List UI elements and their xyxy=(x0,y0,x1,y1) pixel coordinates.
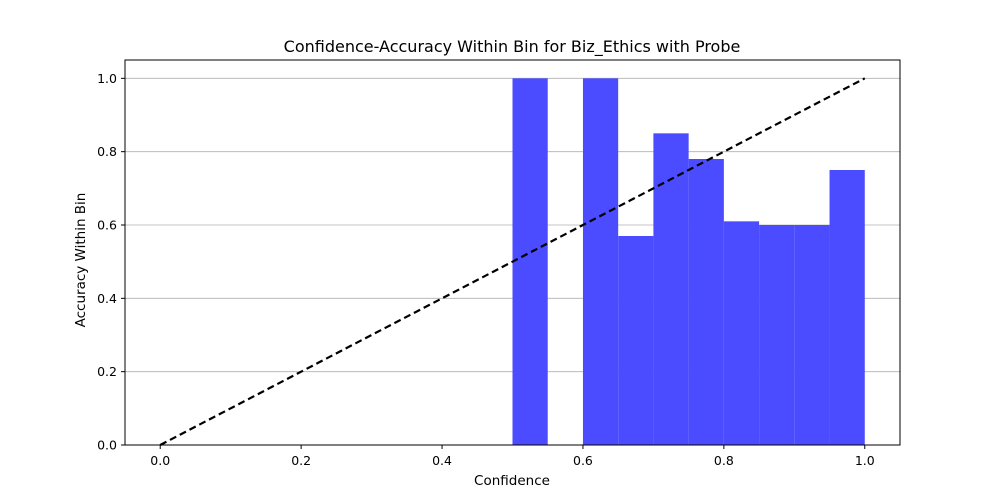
y-axis-label: Accuracy Within Bin xyxy=(73,193,89,328)
plot-frame xyxy=(124,59,901,446)
reference-line-layer xyxy=(159,77,866,446)
bin-bar xyxy=(829,170,865,445)
bin-bar xyxy=(688,159,724,445)
bin-bar xyxy=(618,236,654,445)
x-tick-label: 0.0 xyxy=(150,453,170,468)
y-tick-label: 0.8 xyxy=(97,144,117,159)
y-tick-label: 1.0 xyxy=(97,71,117,86)
x-axis-ticks: 0.0 0.2 0.4 0.6 0.8 1.0 xyxy=(150,445,875,468)
bars xyxy=(512,78,865,446)
bin-bar xyxy=(759,225,795,445)
y-axis-ticks: 0.0 0.2 0.4 0.6 0.8 1.0 xyxy=(97,71,125,453)
y-tick-label: 0.0 xyxy=(97,438,117,453)
bin-bar xyxy=(512,78,548,445)
y-tick-label: 0.2 xyxy=(97,364,117,379)
x-tick-label: 1.0 xyxy=(855,453,875,468)
x-tick-label: 0.8 xyxy=(714,453,734,468)
bin-bar xyxy=(794,225,830,445)
y-tick-label: 0.4 xyxy=(97,291,117,306)
chart-title: Confidence-Accuracy Within Bin for Biz_E… xyxy=(284,37,741,57)
x-axis-label: Confidence xyxy=(474,473,550,489)
x-tick-label: 0.6 xyxy=(573,453,593,468)
y-tick-label: 0.6 xyxy=(97,218,117,233)
x-tick-label: 0.2 xyxy=(291,453,311,468)
bin-bar xyxy=(723,221,760,445)
x-tick-label: 0.4 xyxy=(432,453,452,468)
perfect-calibration-line xyxy=(159,77,866,446)
bin-bar xyxy=(582,78,619,445)
